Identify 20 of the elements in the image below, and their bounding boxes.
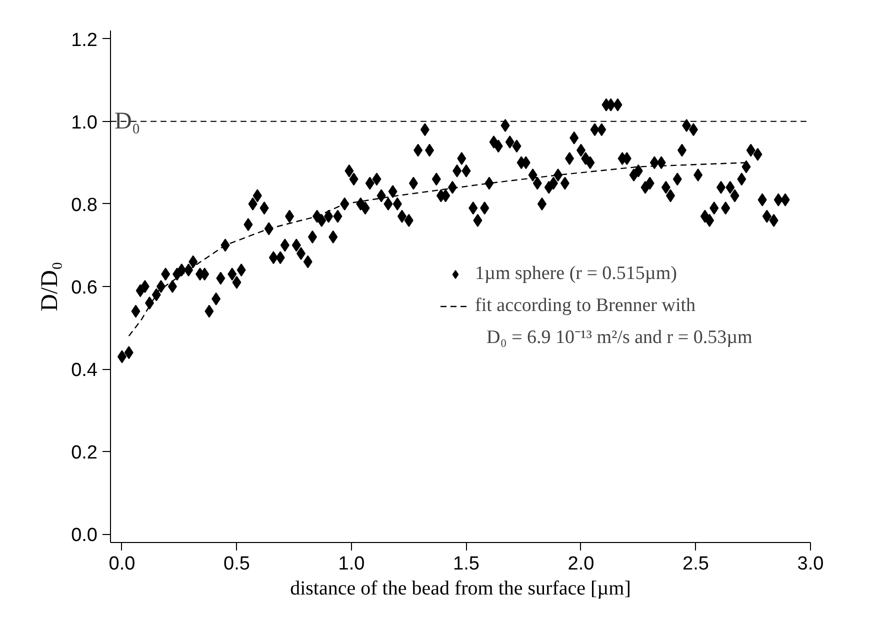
y-tick-label: 0.0 [71, 525, 98, 546]
annotation: D₀ = 6.9 10⁻¹³ m²/s and r = 0.53µm [486, 327, 753, 348]
x-tick-label: 2.0 [568, 554, 594, 574]
y-tick-label: 1.0 [71, 112, 98, 134]
y-tick-label: 0.6 [71, 278, 98, 298]
y-tick-label: 0.2 [71, 442, 98, 464]
x-tick-label: 1.5 [453, 554, 480, 574]
ref-line-label: D₀ [114, 108, 140, 134]
y-tick-label: 0.8 [71, 194, 98, 216]
legend-label: fit according to Brenner with [475, 295, 696, 317]
x-tick-label: 0.0 [108, 554, 136, 574]
x-tick-label: 3.0 [797, 554, 824, 574]
y-axis-title: D/D₀ [37, 262, 64, 312]
x-tick-label: 2.5 [682, 554, 709, 574]
x-tick-label: 0.5 [224, 554, 250, 574]
y-tick-label: 1.2 [71, 30, 98, 51]
x-axis-title: distance of the bead from the surface [µm] [290, 578, 631, 600]
y-tick-label: 0.4 [71, 360, 98, 382]
legend-label: 1µm sphere (r = 0.515µm) [475, 263, 677, 285]
x-tick-label: 1.0 [338, 554, 365, 574]
